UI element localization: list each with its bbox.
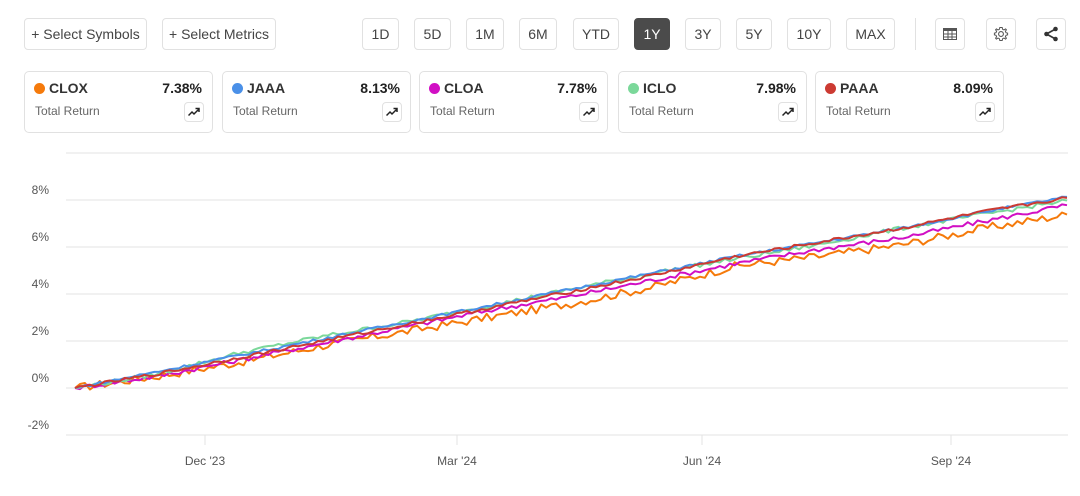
x-axis-labels: Dec '23 Mar '24 Jun '24 Sep '24: [185, 435, 972, 468]
range-1d-button[interactable]: 1D: [362, 18, 399, 50]
range-10y-button[interactable]: 10Y: [787, 18, 831, 50]
x-tick-label: Jun '24: [683, 454, 722, 468]
share-button[interactable]: [1036, 18, 1066, 50]
toolbar: + Select Symbols + Select Metrics 1D 5D …: [0, 18, 1080, 50]
total-return-value: 8.09%: [953, 80, 993, 96]
select-metrics-button[interactable]: + Select Metrics: [162, 18, 276, 50]
symbol-card-jaaa[interactable]: JAAA 8.13% Total Return: [222, 71, 411, 133]
trend-button[interactable]: [778, 102, 798, 122]
y-tick-label: 4%: [32, 277, 50, 291]
symbol-card-cloa[interactable]: CLOA 7.78% Total Return: [419, 71, 608, 133]
y-tick-label: 2%: [32, 324, 50, 338]
table-icon: [943, 28, 957, 40]
range-5d-button[interactable]: 5D: [414, 18, 451, 50]
y-tick-label: 6%: [32, 230, 50, 244]
symbol-card-iclo[interactable]: ICLO 7.98% Total Return: [618, 71, 807, 133]
y-axis-labels: -2% 0% 2% 4% 6% 8%: [28, 183, 50, 432]
table-view-button[interactable]: [935, 18, 965, 50]
symbol-name: ICLO: [643, 80, 677, 96]
trending-up-icon: [583, 107, 595, 117]
symbol-card-paaa[interactable]: PAAA 8.09% Total Return: [815, 71, 1004, 133]
symbol-name: CLOA: [444, 80, 484, 96]
symbol-name: JAAA: [247, 80, 286, 96]
series-color-dot: [429, 83, 440, 94]
chart-canvas[interactable]: -2% 0% 2% 4% 6% 8% Dec '23 Mar '24 Jun '24 Sep '…: [0, 140, 1080, 496]
y-tick-label: -2%: [28, 418, 50, 432]
trend-button[interactable]: [184, 102, 204, 122]
metric-label: Total Return: [430, 104, 495, 118]
series-line-paaa[interactable]: [74, 196, 1068, 389]
x-tick-label: Mar '24: [437, 454, 477, 468]
gear-icon: [993, 27, 1009, 41]
series-color-dot: [628, 83, 639, 94]
range-max-button[interactable]: MAX: [846, 18, 895, 50]
symbol-name: PAAA: [840, 80, 879, 96]
settings-button[interactable]: [986, 18, 1016, 50]
share-icon: [1044, 26, 1058, 42]
metric-label: Total Return: [826, 104, 891, 118]
range-6m-button[interactable]: 6M: [519, 18, 557, 50]
range-1m-button[interactable]: 1M: [466, 18, 504, 50]
trending-up-icon: [386, 107, 398, 117]
range-1y-button[interactable]: 1Y: [634, 18, 670, 50]
toolbar-divider: [915, 18, 916, 50]
total-return-value: 8.13%: [360, 80, 400, 96]
range-5y-button[interactable]: 5Y: [736, 18, 772, 50]
select-symbols-button[interactable]: + Select Symbols: [24, 18, 147, 50]
total-return-value: 7.78%: [557, 80, 597, 96]
trending-up-icon: [782, 107, 794, 117]
trend-button[interactable]: [579, 102, 599, 122]
metric-label: Total Return: [629, 104, 694, 118]
series-color-dot: [34, 83, 45, 94]
symbol-card-clox[interactable]: CLOX 7.38% Total Return: [24, 71, 213, 133]
metric-label: Total Return: [35, 104, 100, 118]
series-line-clox[interactable]: [74, 211, 1068, 391]
range-ytd-button[interactable]: YTD: [573, 18, 619, 50]
metric-label: Total Return: [233, 104, 298, 118]
series-lines: [74, 195, 1068, 391]
symbol-cards: CLOX 7.38% Total Return JAAA 8.13% Total…: [0, 71, 1080, 134]
total-return-chart[interactable]: -2% 0% 2% 4% 6% 8% Dec '23 Mar '24 Jun '24 Sep '…: [0, 140, 1080, 496]
trend-button[interactable]: [975, 102, 995, 122]
series-color-dot: [825, 83, 836, 94]
total-return-value: 7.38%: [162, 80, 202, 96]
x-tick-label: Dec '23: [185, 454, 226, 468]
range-3y-button[interactable]: 3Y: [685, 18, 721, 50]
total-return-value: 7.98%: [756, 80, 796, 96]
y-tick-label: 8%: [32, 183, 50, 197]
y-tick-label: 0%: [32, 371, 50, 385]
trending-up-icon: [188, 107, 200, 117]
symbol-name: CLOX: [49, 80, 88, 96]
series-color-dot: [232, 83, 243, 94]
x-tick-label: Sep '24: [931, 454, 972, 468]
trend-button[interactable]: [382, 102, 402, 122]
trending-up-icon: [979, 107, 991, 117]
chart-gridlines: [66, 152, 1068, 436]
